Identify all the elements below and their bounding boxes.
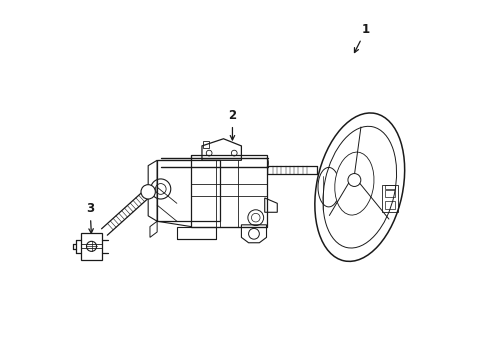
Bar (382, 185, 398, 212)
Bar (385, 201, 394, 208)
Bar (385, 185, 394, 189)
Circle shape (141, 185, 155, 199)
Text: 2: 2 (228, 109, 237, 140)
Text: 1: 1 (354, 23, 370, 53)
Bar (81, 233, 102, 260)
Text: 3: 3 (86, 202, 94, 233)
Bar (203, 141, 209, 148)
Bar (385, 189, 394, 197)
